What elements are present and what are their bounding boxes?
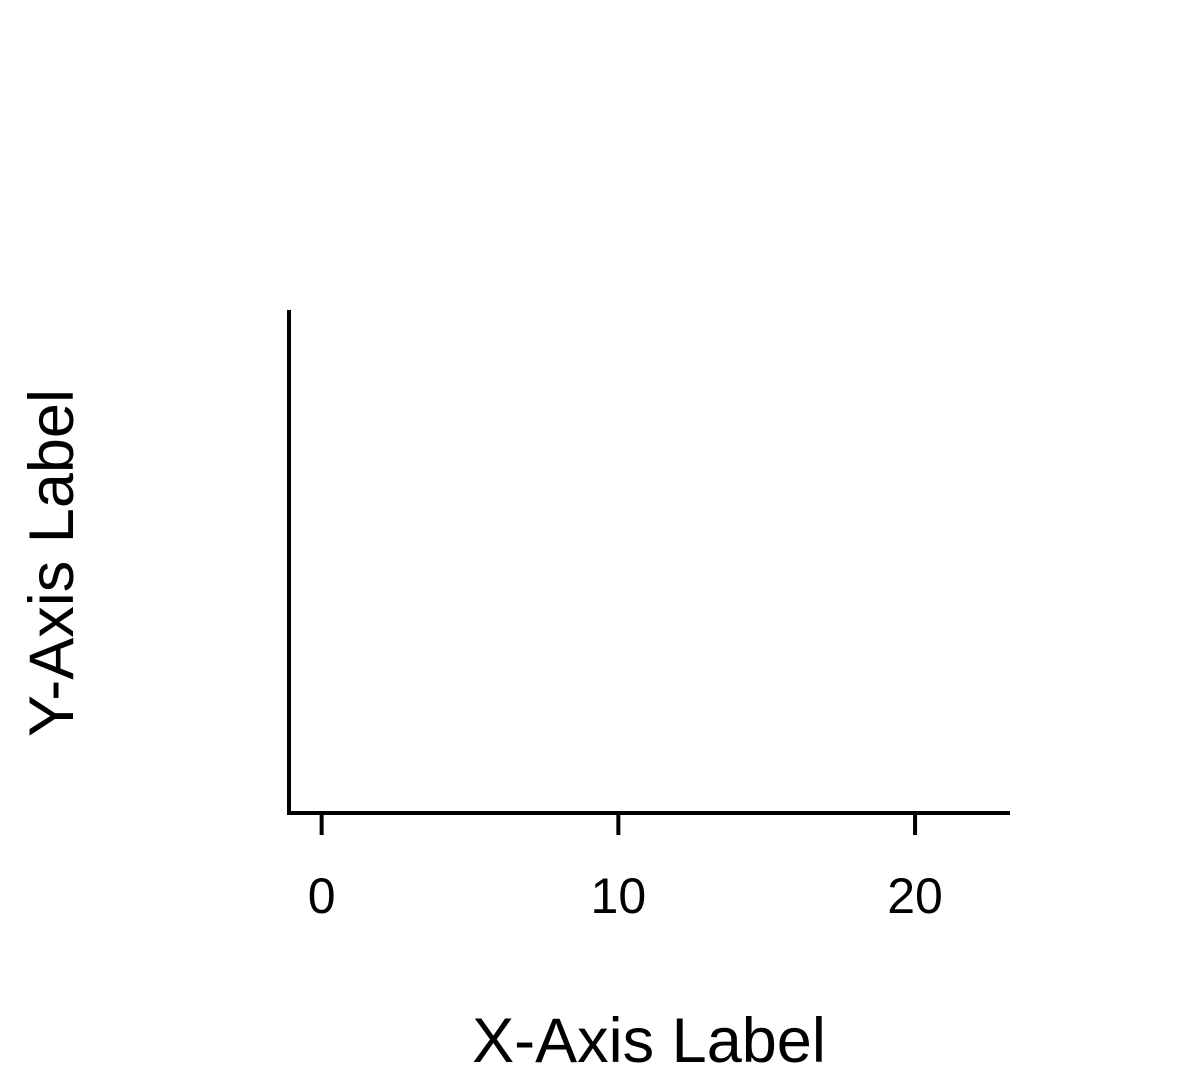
x-tick-label-20: 20 <box>887 868 943 924</box>
plot-area <box>289 310 1010 813</box>
x-tick-label-10: 10 <box>591 868 647 924</box>
x-axis-ticks: 0 10 20 <box>308 813 943 924</box>
y-axis-title: Y-Axis Label <box>17 389 87 737</box>
x-axis-title: X-Axis Label <box>472 1006 826 1076</box>
x-tick-label-0: 0 <box>308 868 336 924</box>
